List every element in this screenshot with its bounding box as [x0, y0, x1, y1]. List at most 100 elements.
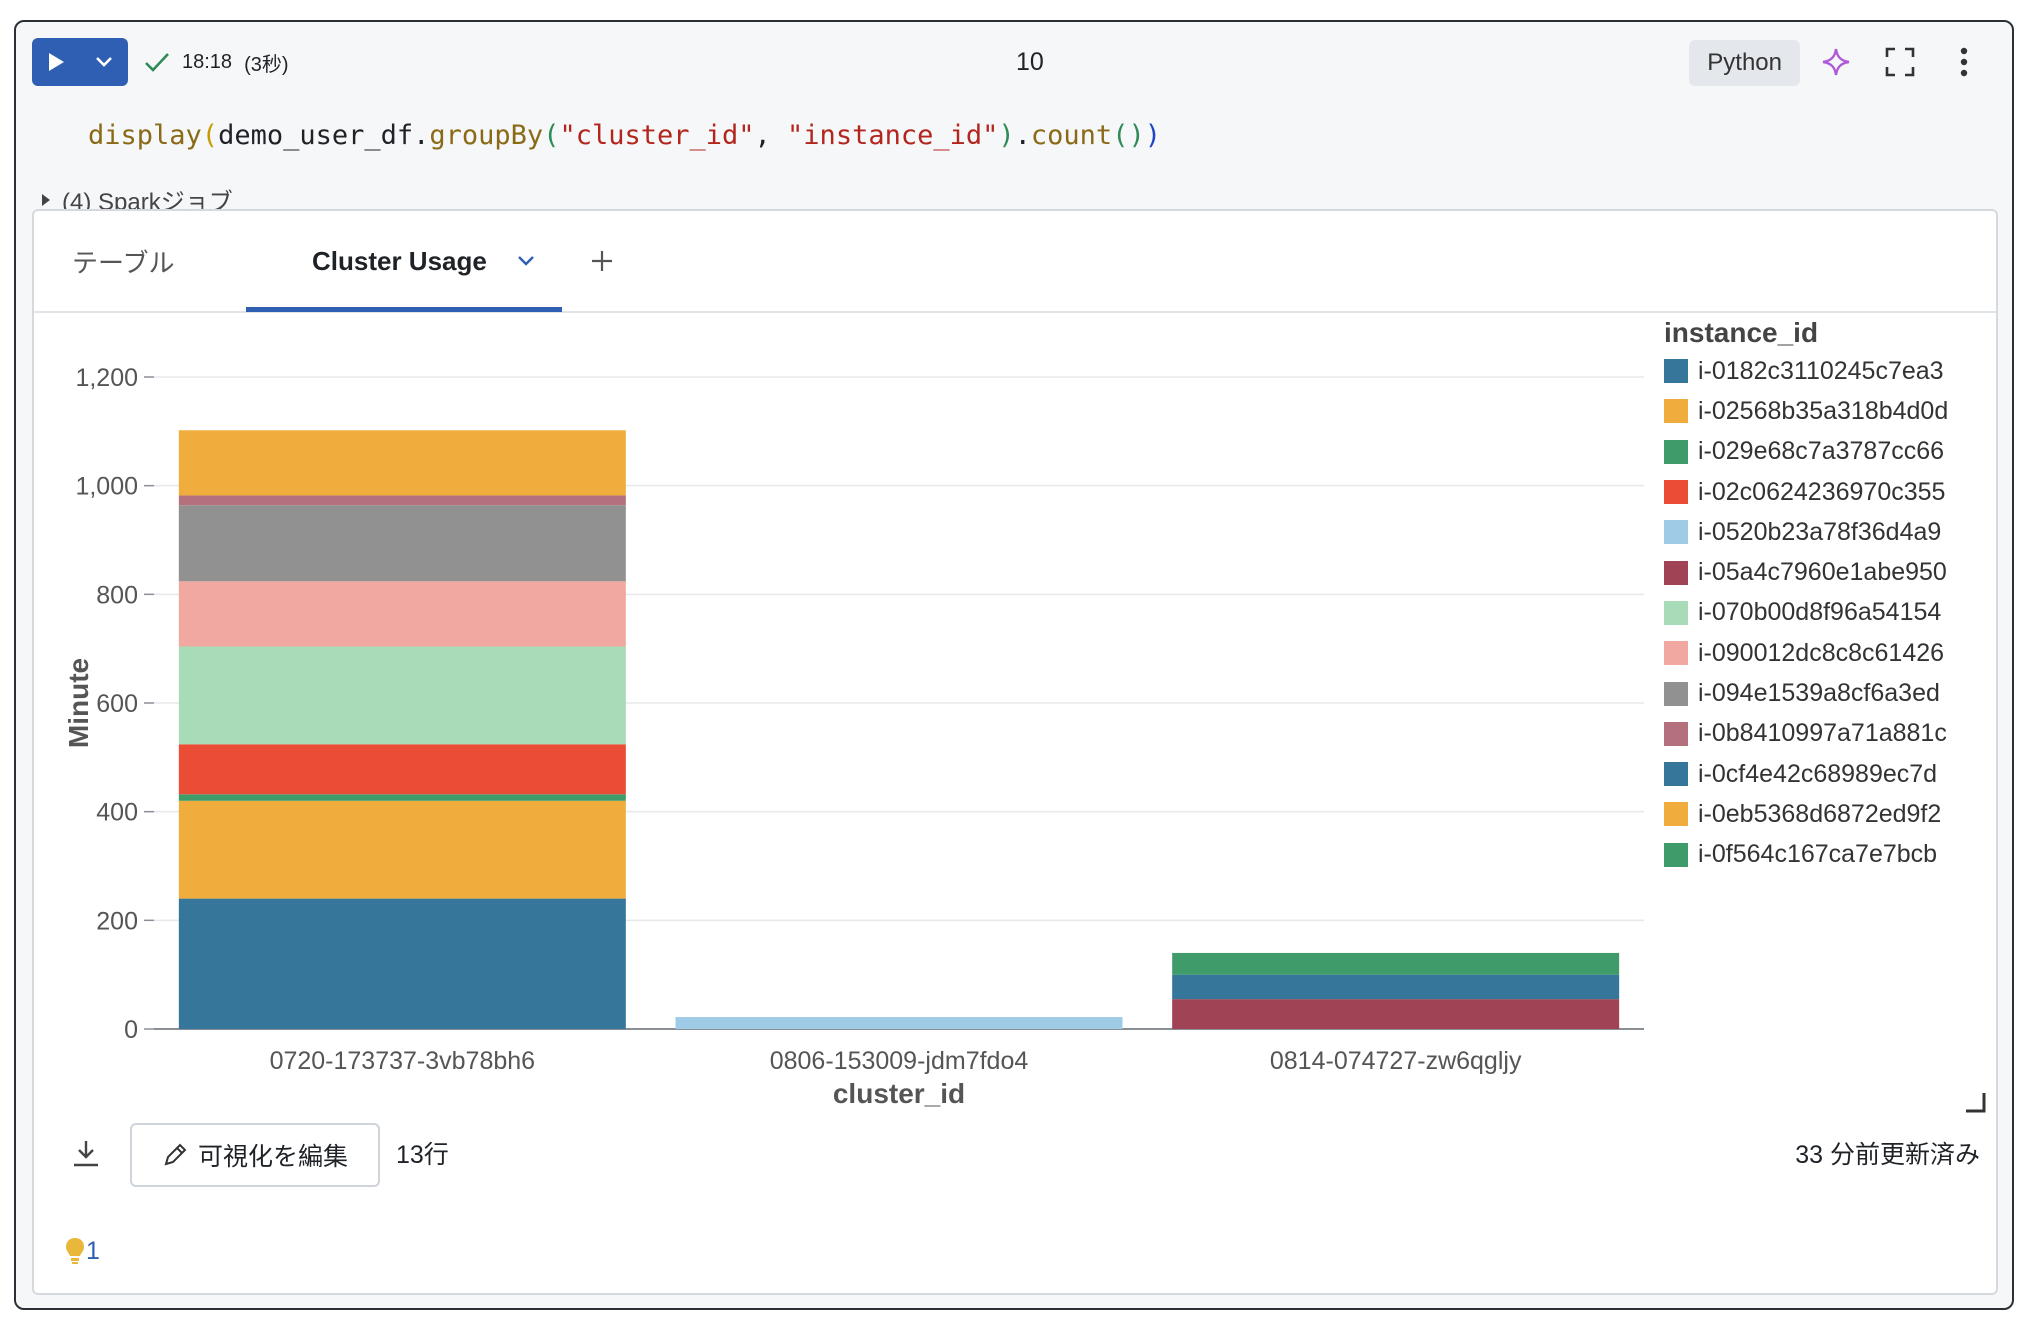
- tab-table[interactable]: テーブル: [72, 211, 174, 311]
- legend-title: instance_id: [1664, 317, 1819, 348]
- cell-number: 10: [1016, 47, 1044, 76]
- code-dot: .: [1014, 120, 1031, 151]
- y-axis-label: Minute: [63, 658, 94, 748]
- legend-swatch: [1664, 480, 1688, 505]
- row-count: 13行: [396, 1141, 449, 1169]
- legend-item[interactable]: i-0b8410997a71a881c: [1664, 714, 1948, 754]
- tab-table-label: テーブル: [72, 247, 175, 278]
- sparkle-icon: [1822, 48, 1850, 76]
- y-tick-label: 800: [96, 581, 138, 609]
- x-tick-label: 0720-173737-3vb78bh6: [270, 1047, 536, 1075]
- edit-visualization-button[interactable]: 可視化を編集: [130, 1123, 380, 1187]
- legend-swatch: [1664, 439, 1688, 464]
- y-tick-label: 1,000: [75, 473, 138, 501]
- legend-swatch: [1664, 721, 1688, 746]
- expand-icon: [1885, 47, 1915, 77]
- legend-swatch: [1664, 560, 1688, 585]
- add-tab-button[interactable]: [590, 211, 614, 311]
- bar-segment: [178, 794, 626, 801]
- tab-cluster-usage[interactable]: Cluster Usage: [312, 211, 535, 311]
- hint-indicator[interactable]: 1: [64, 1236, 100, 1266]
- run-status: 18:18 (3秒): [144, 38, 289, 86]
- code-arg2: "instance_id": [787, 120, 999, 151]
- lightbulb-icon: [66, 1238, 84, 1264]
- legend-item[interactable]: i-0eb5368d6872ed9f2: [1664, 794, 1948, 834]
- x-tick-label: 0806-153009-jdm7fdo4: [770, 1047, 1029, 1075]
- legend-item[interactable]: i-02568b35a318b4d0d: [1664, 391, 1948, 431]
- legend-label: i-02568b35a318b4d0d: [1698, 396, 1949, 425]
- bar-segment: [178, 744, 626, 795]
- legend-swatch: [1664, 399, 1688, 424]
- bar-segment: [178, 495, 626, 506]
- edit-visualization-label: 可視化を編集: [197, 1143, 348, 1171]
- download-icon: [74, 1141, 98, 1167]
- legend-item[interactable]: i-05a4c7960e1abe950: [1664, 552, 1948, 592]
- run-button-group: [32, 38, 128, 86]
- legend-swatch: [1664, 600, 1688, 625]
- legend-item[interactable]: i-094e1539a8cf6a3ed: [1664, 673, 1948, 713]
- x-axis-label: cluster_id: [833, 1078, 965, 1109]
- assistant-button[interactable]: [1812, 38, 1860, 86]
- resize-handle-icon[interactable]: [1964, 1091, 1986, 1113]
- legend-label: i-0182c3110245c7ea3: [1698, 356, 1944, 385]
- y-tick-label: 0: [124, 1016, 138, 1044]
- bar-segment: [675, 1017, 1123, 1029]
- legend-swatch: [1664, 842, 1688, 867]
- x-tick-label: 0814-074727-zw6qgljy: [1270, 1047, 1522, 1075]
- legend-swatch: [1664, 520, 1688, 545]
- legend-item[interactable]: i-0f564c167ca7e7bcb: [1664, 835, 1948, 875]
- last-updated: 33 分前更新済み: [1795, 1141, 1980, 1169]
- legend-swatch: [1664, 762, 1688, 787]
- hint-count: 1: [86, 1236, 100, 1265]
- plus-icon: [592, 251, 612, 271]
- status-duration: (3秒): [244, 53, 289, 76]
- bar-segment: [178, 898, 626, 1029]
- code-method1: groupBy: [429, 120, 544, 151]
- bar-segment: [178, 581, 626, 647]
- results-footer: 可視化を編集 13行 33 分前更新済み: [34, 1123, 1996, 1193]
- results-panel: テーブル Cluster Usage 0 200 400 600 800 1,000 1,2…: [32, 209, 1998, 1295]
- legend-label: i-0eb5368d6872ed9f2: [1698, 799, 1942, 828]
- chevron-down-icon: [96, 57, 112, 67]
- legend-label: i-0cf4e42c68989ec7d: [1698, 759, 1938, 788]
- download-button[interactable]: [62, 1123, 110, 1183]
- y-tick-label: 400: [96, 799, 138, 827]
- stacked-bar-chart: 0 200 400 600 800 1,000 1,200 Minute 0720-173737…: [63, 364, 1644, 1109]
- legend-item[interactable]: i-029e68c7a3787cc66: [1664, 432, 1948, 472]
- legend-swatch: [1664, 681, 1688, 706]
- notebook-cell: 18:18 (3秒) 10 Python display(demo_user_d…: [14, 20, 2014, 1310]
- language-badge[interactable]: Python: [1689, 40, 1800, 86]
- y-tick-label: 1,200: [75, 364, 138, 392]
- legend-item[interactable]: i-0cf4e42c68989ec7d: [1664, 754, 1948, 794]
- legend-item[interactable]: i-0182c3110245c7ea3: [1664, 351, 1948, 391]
- bar-segment: [178, 430, 626, 496]
- legend-label: i-090012dc8c8c61426: [1698, 638, 1945, 667]
- legend-label: i-094e1539a8cf6a3ed: [1698, 679, 1940, 708]
- code-editor[interactable]: display(demo_user_df.groupBy("cluster_id…: [88, 120, 1161, 151]
- legend-label: i-0520b23a78f36d4a9: [1698, 517, 1942, 546]
- legend-item[interactable]: i-02c0624236970c355: [1664, 472, 1948, 512]
- legend-item[interactable]: i-090012dc8c8c61426: [1664, 633, 1948, 673]
- code-fn: display: [88, 120, 202, 151]
- chevron-down-icon[interactable]: [517, 255, 535, 267]
- legend-item[interactable]: i-0520b23a78f36d4a9: [1664, 512, 1948, 552]
- check-icon: [145, 53, 169, 72]
- bar-segment: [178, 800, 626, 899]
- fullscreen-button[interactable]: [1876, 38, 1924, 86]
- run-cell-button[interactable]: [32, 38, 80, 86]
- bar-segment: [1172, 974, 1620, 1000]
- legend-label: i-070b00d8f96a54154: [1698, 598, 1942, 627]
- caret-right-icon: [42, 193, 50, 206]
- legend-item[interactable]: i-070b00d8f96a54154: [1664, 593, 1948, 633]
- cell-menu-button[interactable]: [1940, 38, 1988, 86]
- legend-swatch: [1664, 359, 1688, 384]
- legend-label: i-02c0624236970c355: [1698, 477, 1946, 506]
- code-arg1: "cluster_id": [559, 120, 755, 151]
- code-obj: demo_user_df.: [218, 120, 430, 151]
- bar-segment: [178, 646, 626, 745]
- status-time: 18:18: [182, 50, 233, 73]
- run-options-dropdown[interactable]: [80, 38, 128, 86]
- pencil-icon: [164, 1143, 187, 1166]
- legend-swatch: [1664, 802, 1688, 827]
- y-tick-label: 600: [96, 690, 138, 718]
